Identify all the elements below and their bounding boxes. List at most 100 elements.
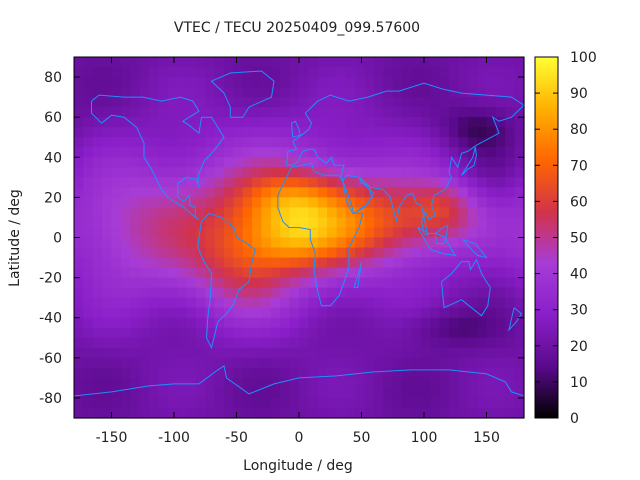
heatmap-cell [402,377,413,389]
heatmap-cell [186,87,197,98]
heatmap-cell [392,157,403,168]
heatmap-cell [92,177,103,188]
heatmap-cell [392,297,403,309]
heatmap-cell [345,287,356,299]
heatmap-cell [439,377,450,389]
heatmap-cell [514,277,525,289]
heatmap-cell [224,157,234,168]
heatmap-cell [186,187,197,198]
heatmap-cell [74,227,84,239]
heatmap-cell [289,367,300,379]
heatmap-cell [92,407,103,419]
heatmap-cell [336,347,347,359]
heatmap-cell [505,357,516,369]
heatmap-cell [383,167,394,178]
heatmap-cell [149,377,159,389]
heatmap-cell [317,217,328,229]
heatmap-cell [374,377,384,389]
heatmap-cell [139,97,150,108]
heatmap-cell [402,67,413,78]
heatmap-cell [280,337,291,349]
colorbar-tick-label: 30 [570,303,588,319]
heatmap-cell [92,237,103,249]
heatmap-cell [495,137,506,148]
heatmap-cell [130,317,141,329]
heatmap-cell [449,327,459,339]
heatmap-cell [364,357,375,369]
heatmap-cell [120,387,131,399]
heatmap-cell [299,337,309,349]
heatmap-cell [364,117,375,128]
heatmap-cell [233,407,244,419]
heatmap-cell [486,287,497,299]
heatmap-cell [374,357,384,369]
heatmap-cell [224,197,234,209]
heatmap-cell [158,207,169,219]
heatmap-cell [289,257,300,269]
heatmap-cell [177,217,188,229]
heatmap-cell [149,87,159,98]
heatmap-cell [158,57,169,68]
heatmap-cell [224,287,234,299]
heatmap-cell [139,337,150,349]
heatmap-cell [477,217,488,229]
heatmap-cell [139,57,150,68]
heatmap-cell [289,157,300,168]
heatmap-cell [83,67,94,78]
heatmap-cell [439,167,450,178]
heatmap-cell [102,137,113,148]
heatmap-cell [270,267,281,279]
heatmap-cell [289,167,300,178]
heatmap-cell [252,357,263,369]
heatmap-cell [83,377,94,389]
heatmap-cell [430,377,441,389]
heatmap-cell [411,207,422,219]
heatmap-cell [308,227,319,239]
heatmap-cell [167,357,178,369]
heatmap-cell [299,137,309,148]
heatmap-cell [205,347,216,359]
heatmap-cell [364,377,375,389]
heatmap-cell [261,267,272,279]
heatmap-cell [92,307,103,319]
heatmap-cell [439,267,450,279]
heatmap-cell [167,197,178,209]
heatmap-cell [364,297,375,309]
heatmap-cell [195,267,206,279]
heatmap-cell [289,317,300,329]
y-tick-label: 60 [44,110,62,126]
heatmap-cell [224,77,234,88]
heatmap-cell [374,237,384,249]
heatmap-cell [514,377,525,389]
heatmap-cell [224,177,234,188]
heatmap-cell [430,67,441,78]
heatmap-cell [383,87,394,98]
heatmap-cell [495,407,506,419]
heatmap-cell [130,257,141,269]
heatmap-cell [205,317,216,329]
y-tick-label: 80 [44,70,62,86]
heatmap-cell [224,387,234,399]
heatmap-cell [102,157,113,168]
heatmap-cell [214,107,225,118]
heatmap-cell [195,287,206,299]
heatmap-cell [149,257,159,269]
heatmap-cell [430,277,441,289]
heatmap-cell [514,237,525,249]
heatmap-cell [439,157,450,168]
heatmap-cell [505,257,516,269]
heatmap-cell [270,407,281,419]
heatmap-cell [374,227,384,239]
heatmap-cell [402,137,413,148]
heatmap-cell [186,397,197,409]
heatmap-cell [233,267,244,279]
heatmap-cell [74,197,84,209]
heatmap-cell [495,307,506,319]
heatmap-cell [205,157,216,168]
heatmap-cell [214,317,225,329]
heatmap-cell [280,367,291,379]
heatmap-cell [167,367,178,379]
heatmap-cell [505,77,516,88]
colorbar-tick-label: 70 [570,158,588,174]
